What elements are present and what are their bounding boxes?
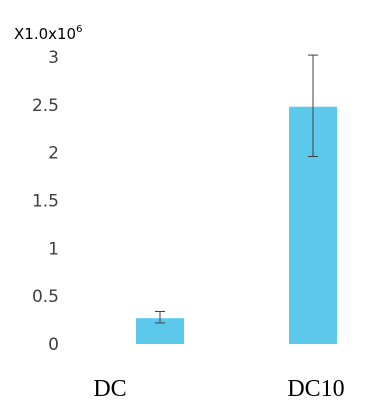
multiplier-base: X1.0x10	[14, 25, 76, 43]
category-label: DC	[93, 376, 126, 401]
y-tick-label: 1.5	[32, 192, 59, 212]
category-labels: DC DC10	[93, 376, 344, 401]
y-tick-label: 2	[48, 144, 59, 164]
bars	[136, 106, 337, 344]
multiplier-exponent: 6	[76, 24, 82, 35]
y-tick-label: 0	[48, 335, 59, 355]
error-bar-dc10	[308, 54, 318, 157]
error-bar-dc	[155, 310, 165, 324]
category-label: DC10	[287, 376, 344, 401]
y-tick-label: 2.5	[32, 96, 59, 116]
error-bars	[155, 54, 318, 324]
y-tick-label: 0.5	[32, 287, 59, 307]
y-axis-multiplier: X1.0x106	[14, 24, 82, 43]
y-tick-label: 1	[48, 239, 59, 259]
y-tick-label: 3	[48, 48, 59, 68]
y-tick-labels: 0 0.5 1 1.5 2 2.5 3	[32, 48, 59, 355]
